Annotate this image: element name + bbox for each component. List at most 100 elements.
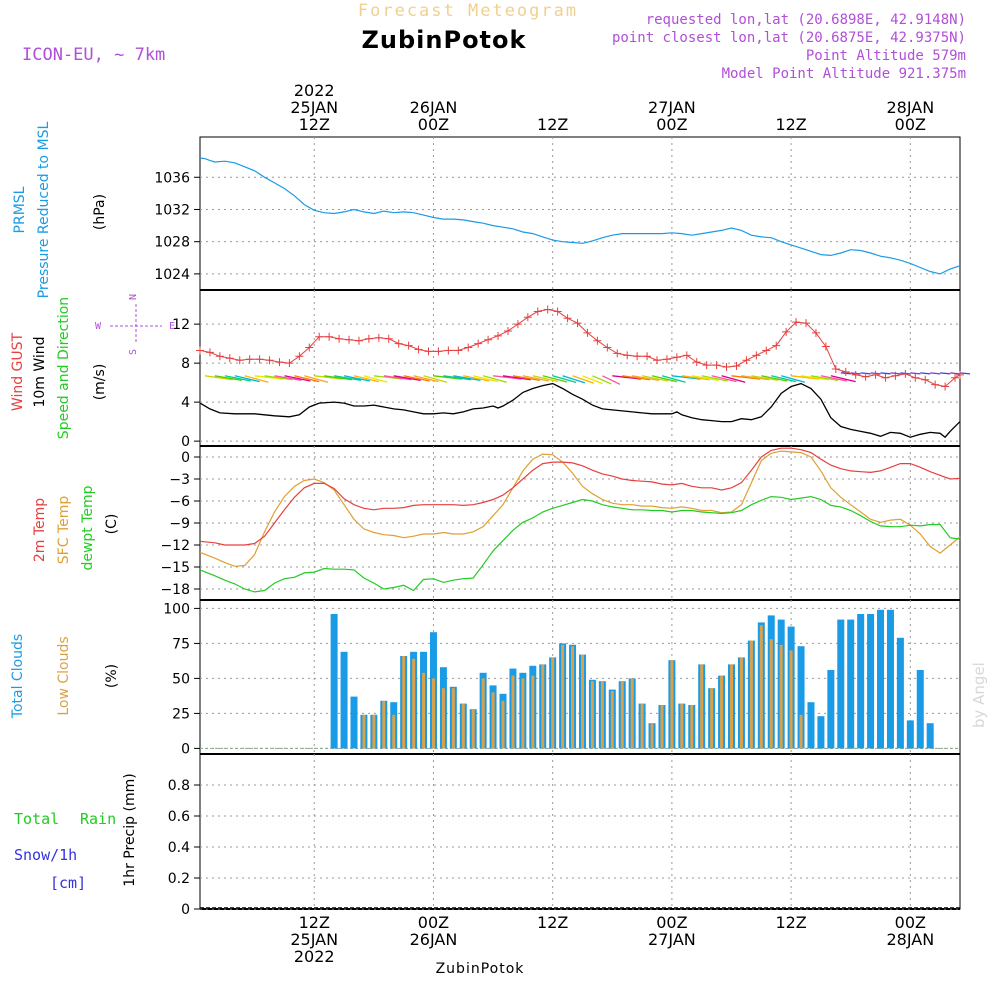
wind-gust-marker xyxy=(444,346,453,355)
wind-gust-marker xyxy=(454,346,463,355)
bottom-time-label: 26JAN xyxy=(410,930,458,949)
wind-arrow xyxy=(602,375,621,385)
wind-gust-marker xyxy=(573,319,582,328)
total-cloud-bar xyxy=(847,619,855,749)
low-cloud-bar xyxy=(789,650,793,749)
low-cloud-bar xyxy=(501,700,505,749)
total-label: Total xyxy=(14,810,59,828)
wind-gust-marker xyxy=(672,353,681,362)
top-time-label: 00Z xyxy=(895,115,926,134)
pressure-label-2: Pressure Reduced to MSL xyxy=(36,121,52,298)
t2m-label: 2m Temp xyxy=(32,498,48,562)
low-cloud-bar xyxy=(461,703,465,749)
total-cloud-bar xyxy=(350,696,358,749)
compass-s: S xyxy=(128,349,139,355)
y-tick-label: 1032 xyxy=(154,202,190,218)
wind-gust-marker xyxy=(265,356,274,365)
wind-gust-marker xyxy=(464,343,473,352)
y-tick-label: 75 xyxy=(172,636,190,652)
y-tick-label: −3 xyxy=(169,472,190,488)
wind-arrow xyxy=(751,375,779,382)
top-time-label: 26JAN xyxy=(410,98,458,117)
wind-gust-marker xyxy=(255,355,264,364)
wind-arrow xyxy=(423,375,448,383)
total-cloud-bar xyxy=(857,614,865,749)
model-label: ICON-EU, ~ 7km xyxy=(22,45,165,65)
wind-gust-marker xyxy=(956,370,964,379)
wind-arrow xyxy=(304,375,329,383)
wind-arrow xyxy=(721,375,746,383)
wind-arrow xyxy=(383,375,412,381)
y-tick-label: 0.8 xyxy=(168,778,190,794)
wind-gust-marker xyxy=(503,326,512,335)
wind-arrow xyxy=(910,372,921,375)
y-tick-label: 8 xyxy=(181,356,190,372)
rain-label: Rain xyxy=(80,810,116,828)
wind-gust-marker xyxy=(921,375,930,384)
dewpt-line xyxy=(199,495,961,593)
low-cloud-bar xyxy=(650,723,654,749)
wind-arrow xyxy=(502,375,531,381)
wind-arrow xyxy=(562,375,586,384)
y-tick-label: −6 xyxy=(169,494,190,510)
total-cloud-bar xyxy=(827,670,835,749)
wind-arrow xyxy=(284,375,311,382)
top-time-label: 00Z xyxy=(418,115,449,134)
low-cloud-bar xyxy=(620,681,624,749)
sfc-label: SFC Temp xyxy=(56,496,72,565)
wind-gust-marker xyxy=(821,342,830,351)
wind-gust-marker xyxy=(593,336,602,345)
wind-gust-marker xyxy=(235,356,244,365)
wind-gust-label: Wind GUST xyxy=(10,332,26,411)
low-cloud-bar xyxy=(451,688,455,749)
y-tick-label: −18 xyxy=(160,582,190,598)
wind-arrow xyxy=(641,375,669,382)
wind-arrow xyxy=(512,375,541,382)
y-tick-label: 0 xyxy=(181,741,190,757)
sfc-temp-line xyxy=(199,450,961,567)
cm-label: [cm] xyxy=(50,874,86,892)
wind-arrow xyxy=(532,375,559,383)
temp-panel-labels: 2m Temp SFC Temp dewpt Temp (C) xyxy=(32,485,120,570)
total-cloud-bar xyxy=(797,646,805,749)
wind-gust-marker xyxy=(652,356,661,365)
wind-arrow xyxy=(334,375,362,382)
wind-gust-marker xyxy=(225,354,234,363)
wind-gust-marker xyxy=(364,334,373,343)
wind-gust-marker xyxy=(533,307,542,316)
y-tick-label: 0.2 xyxy=(168,871,190,887)
low-cloud-bar xyxy=(392,714,396,749)
wind-arrow xyxy=(820,375,848,382)
low-cloud-bar xyxy=(491,692,495,749)
pressure-unit: (hPa) xyxy=(92,194,108,230)
wind-gust-marker xyxy=(275,358,284,367)
low-cloud-bar xyxy=(660,705,664,749)
y-tick-label: 25 xyxy=(172,706,190,722)
y-tick-label: 12 xyxy=(172,317,190,333)
wind-arrow xyxy=(324,375,353,381)
y-tick-label: 0 xyxy=(181,902,190,918)
bottom-time-label: 12Z xyxy=(775,913,806,932)
wind-gust-marker xyxy=(474,339,483,348)
wind-gust-marker xyxy=(354,336,363,345)
low-cloud-bar xyxy=(571,646,575,749)
wind-gust-marker xyxy=(722,363,731,372)
bottom-time-label: 27JAN xyxy=(648,930,696,949)
low-cloud-bar xyxy=(739,657,743,749)
wind-arrow xyxy=(651,375,678,383)
bottom-time-label: 00Z xyxy=(656,913,687,932)
wind-arrow xyxy=(950,372,961,375)
y-axis-ticks: 102410281032103604812−18−15−12−9−6−30025… xyxy=(154,170,200,918)
wind-arrow xyxy=(711,375,737,383)
wind-arrow xyxy=(771,375,797,383)
wind-arrow xyxy=(592,375,612,385)
pressure-label-1: PRMSL xyxy=(12,186,28,233)
bottom-time-label: 12Z xyxy=(537,913,568,932)
wind-gust-marker xyxy=(196,346,204,355)
wind-arrow xyxy=(930,372,941,375)
wind-gust-marker xyxy=(712,361,721,370)
t2m-line xyxy=(199,447,961,546)
wind-gust-marker xyxy=(891,371,900,380)
y-tick-label: 100 xyxy=(163,601,190,617)
y-tick-label: 1028 xyxy=(154,235,190,251)
